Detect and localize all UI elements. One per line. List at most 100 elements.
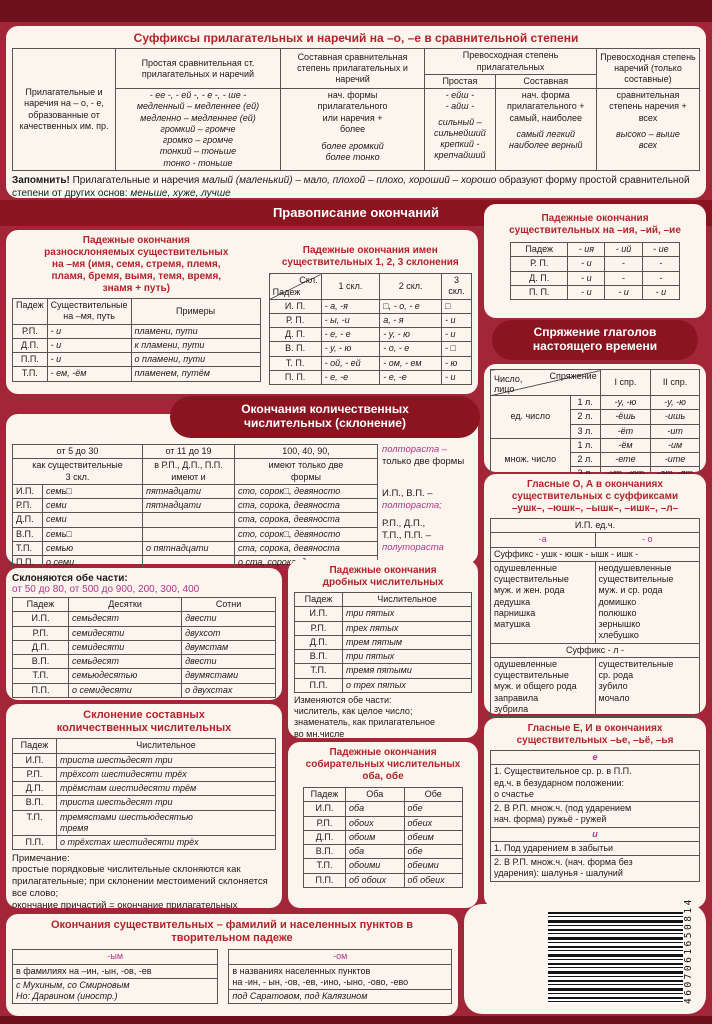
fractional-note: Изменяются обе части: числитель, как цел… (294, 694, 436, 739)
table-row: В.П. семь□ сто, сорок□, девяносто (12, 526, 378, 542)
suffix-section-panel: Суффиксы прилагательных и наречий на –о,… (6, 26, 706, 199)
quantitative-table: от 5 до 30 от 11 до 19 100, 40, 90, как … (12, 443, 378, 571)
vowels-ei-title: Гласные Е, И в окончаниях существительны… (516, 723, 674, 746)
table-row: Д. П. - е, - е- у, - ю- и (268, 326, 472, 343)
suffix-col1: Прилагательные и наречия на – о, - е, об… (11, 48, 117, 171)
table-row: Р.П. семи пятнадцати ста, сорока, девяноста (12, 497, 378, 514)
table-row: 1. Под ударением в забытьи (490, 840, 700, 857)
barcode-panel: 4607061650814 (464, 897, 706, 1014)
fractional-panel: Падежные окончания дробных числительных … (288, 560, 478, 739)
table-row: Прилагательные и наречия на – о, - е, об… (11, 48, 701, 171)
vowels-ei-table: е 1. Существительное ср. р. в П.П. ед.ч.… (490, 749, 700, 882)
both-parts-table: Падеж Десятки Сотни И.П. семьдесят двести … (12, 596, 276, 698)
collective-title: Падежные окончания собирательных числите… (305, 747, 461, 782)
table-row: и (490, 826, 700, 842)
suffix-table: Прилагательные и наречия на – о, - е, об… (11, 48, 701, 171)
simple-comparative-endings: - ее -, - ей -, - е -, - ше - (149, 90, 247, 101)
iya-panel: Падежные окончания существительных на –и… (484, 204, 706, 318)
declension123-table: Скл. Падеж 1 скл. 2 скл. 3 скл. И. П. - а… (268, 273, 472, 386)
table-row: под Саратовом, под Калязином (228, 989, 452, 1005)
diagonal-corner-cell: Спряжение Число, лицо (490, 369, 601, 396)
table-row: П. П. - е, -е - е, -е - и (268, 369, 472, 386)
table-row: Д.П. семидесяти двумстам (12, 639, 276, 656)
table-row: Падеж Числительное (12, 738, 276, 754)
endings-panel: Падежные окончания разносклоняемых сущес… (6, 230, 478, 394)
vowels-oa-panel: Гласные О, А в окончаниях существительны… (484, 474, 706, 718)
compound-note: простые порядковые числительные склоняют… (12, 864, 268, 911)
surnames-panel: Окончания существительных – фамилий и на… (6, 914, 458, 1016)
table-row: И.П. семь□ пятнадцати сто, сорок□, девяност… (12, 483, 378, 500)
table-row: Суффикс - л - (490, 642, 700, 658)
table-row: Падеж Оба Обе (303, 786, 463, 803)
surnames-title: Окончания существительных – фамилий и на… (50, 919, 414, 945)
table-row: Т.П. семьюдесятью двумястами (12, 668, 276, 684)
table-row: одушевленные существительные муж. и обще… (490, 656, 700, 718)
table-row: Падеж Десятки Сотни (12, 596, 276, 613)
table-row: Р.П. семидесяти двухсот (12, 625, 276, 641)
poltorasta-cases-note: И.П., В.П. – полтораста; Р.П., Д.П., Т.П… (382, 488, 444, 553)
barcode: 4607061650814 (548, 897, 696, 1004)
table-row: Т.П. тремя пятыми (294, 663, 472, 679)
table-row: П.П. об обоих об обеих (303, 872, 463, 888)
compound-title: Склонение составных количественных числи… (56, 709, 232, 735)
table-row: 2 л. -ете -ите (491, 451, 700, 468)
animate-l-cell: одушевленные существительные муж. и обще… (490, 656, 596, 718)
table-row: И.П. семьдесят двести (12, 611, 276, 627)
table-row: В.П. семьдесят двести (12, 653, 276, 670)
animate-ushk-cell: одушевленные существительные муж. и жен.… (490, 560, 596, 644)
iya-table: Падеж - ия - ий - ие Р. П. - и-- Д. П. - и… (509, 241, 681, 301)
table-row: в фамилиях на –ин, -ын, -ов, -ев (11, 963, 219, 979)
table-row: - ее -, - ей -, - е -, - ше - медленный … (13, 88, 701, 171)
table-row: Т.П. обоими обеими (303, 858, 463, 874)
fractional-table: Падеж Числительное И.П. три пятых Р.П. тре… (294, 591, 472, 693)
table-row: с Мухиным, со Смирновым Но: Дарвином (ин… (11, 977, 219, 1005)
table-row: И.П. триста шестьдесят три (12, 752, 276, 768)
heteroclite-block: Падежные окончания разносклоняемых сущес… (12, 235, 261, 389)
table-row: -ом (228, 949, 452, 965)
collective-table: Падеж Оба Обе И.П. оба обе Р.П. обоих обеих … (303, 786, 463, 888)
table-row: Д.П. обоим обеим (303, 829, 463, 846)
table-row: Простая Составная (13, 73, 700, 90)
table-row: Р.П. трёхсот шестидесяти трёх (12, 766, 276, 783)
table-row: В.П. три пятых (294, 648, 472, 665)
simple-comparative-examples: медленный – медленнее (ей) медленно – ме… (136, 101, 260, 168)
remember-note: Запомнить! Прилагательные и наречия малы… (12, 174, 690, 199)
surname-ym-table: -ым в фамилиях на –ин, -ын, -ов, -ев с М… (11, 949, 219, 1005)
table-row: Т.П. тремястами шестьюдесятью тремя (12, 809, 276, 837)
table-row: 2. В Р.П. множ.ч. (нач. форма без ударен… (490, 855, 700, 882)
fractional-title: Падежные окончания дробных числительных (322, 565, 444, 588)
table-row: -ым (11, 949, 219, 965)
table-row: ед. число 1 л. -у, -ю -у, -ю (490, 394, 700, 439)
table-row: Р. П. - ы, -и а, - я- и (268, 312, 472, 329)
table-row: П.П. о семидесяти о двухстах (12, 682, 276, 698)
table-row: как существительные 3 скл. в Р.П., Д.П.,… (12, 458, 378, 485)
diagonal-corner-cell: Скл. Падеж (268, 273, 322, 300)
quantitative-panel: от 5 до 30 от 11 до 19 100, 40, 90, как … (6, 414, 478, 571)
both-parts-panel: Склоняются обе части: от 50 до 80, от 50… (6, 568, 282, 700)
declension123-title: Падежные окончания имен существительных … (281, 245, 459, 268)
table-row: -а - о (490, 532, 700, 548)
suffix-section-title: Суффиксы прилагательных и наречий на –о,… (133, 31, 579, 45)
table-row: Т.П. - ем, -ём пламенем, путём (12, 366, 261, 382)
table-row: Д.П. трем пятым (294, 634, 472, 651)
bottom-edge-strip (0, 1016, 712, 1024)
table-row: Р.П. обоих обеих (303, 815, 463, 831)
table-row: Т. П. - ой, - ей - ом, - ем - ю (268, 355, 472, 371)
placename-om-table: -ом в названиях населенных пунктов на -и… (228, 949, 452, 1005)
table-row: В. П. - у, - ю- о, - е- □ (268, 341, 472, 357)
table-row: В.П. триста шестьдесят три (12, 795, 276, 811)
heteroclite-table: Падеж Существительные на –мя, путь Приме… (12, 298, 261, 382)
poltorasta-note: полтораста – только две формы (382, 444, 465, 467)
table-row: е (490, 749, 700, 766)
table-row: Суффикс - ушк - юшк - ышк - ишк - (490, 546, 700, 562)
table-row: Падеж Существительные на –мя, путь Приме… (12, 298, 261, 325)
table-row: И.П. три пятых (294, 606, 472, 622)
barcode-number: 4607061650814 (683, 897, 694, 1004)
iya-title: Падежные окончания существительных на –и… (509, 213, 681, 236)
table-row: П. П. - и- и- и (509, 284, 681, 301)
compound-table: Падеж Числительное И.П. триста шестьдесят… (12, 738, 276, 851)
table-row: Р. П. - и-- (509, 256, 681, 272)
